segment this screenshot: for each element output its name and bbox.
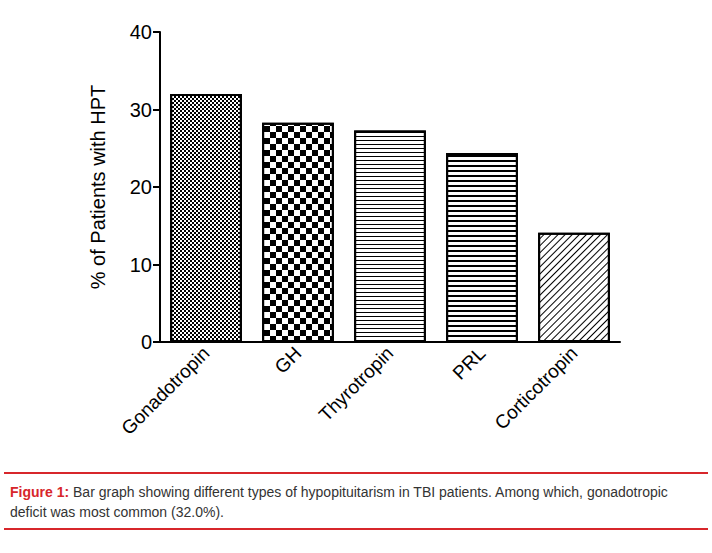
svg-text:20: 20 <box>130 176 152 198</box>
svg-text:PRL: PRL <box>448 343 489 384</box>
svg-text:30: 30 <box>130 99 152 121</box>
svg-text:40: 40 <box>130 21 152 43</box>
svg-text:% of Patients with HPT: % of Patients with HPT <box>87 85 109 290</box>
svg-text:GH: GH <box>270 343 305 378</box>
svg-text:10: 10 <box>130 254 152 276</box>
svg-text:Corticotropin: Corticotropin <box>490 343 581 434</box>
html-text:Figure 1: Bar graph showing di: Figure 1: Bar graph showing different ty… <box>10 484 668 520</box>
svg-text:Gonadotropin: Gonadotropin <box>117 343 213 439</box>
svg-text:0: 0 <box>141 331 152 353</box>
svg-text:Thyrotropin: Thyrotropin <box>315 343 398 426</box>
